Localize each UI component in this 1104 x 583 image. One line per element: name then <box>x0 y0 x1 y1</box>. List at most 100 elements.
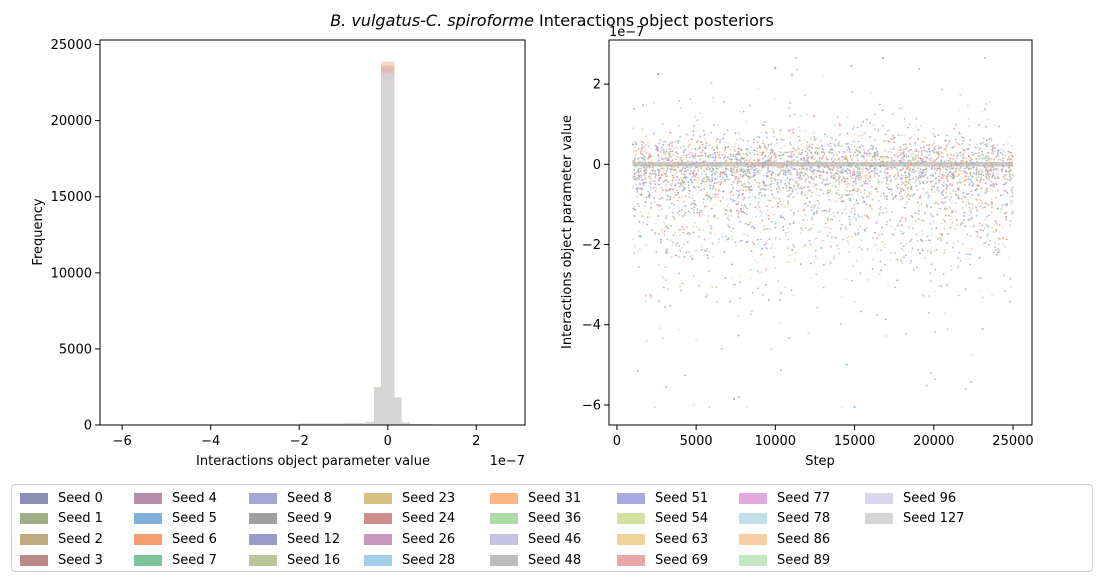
trace-point <box>947 233 949 235</box>
legend-item: Seed 23 <box>364 489 455 507</box>
trace-point <box>767 166 769 169</box>
trace-point <box>789 223 792 226</box>
trace-point <box>982 137 985 140</box>
legend-label: Seed 0 <box>58 490 103 506</box>
trace-point <box>666 159 669 161</box>
trace-point <box>723 153 726 156</box>
trace-point <box>666 190 668 193</box>
trace-point <box>945 191 947 194</box>
trace-point <box>935 151 938 154</box>
trace-point <box>721 138 724 141</box>
trace-point <box>707 177 710 180</box>
trace-point <box>815 212 818 215</box>
trace-point <box>889 148 892 151</box>
trace-point <box>984 173 987 176</box>
trace-point <box>731 155 734 158</box>
trace-density-band <box>632 162 1013 167</box>
trace-point <box>909 163 912 166</box>
trace-point <box>986 144 989 146</box>
trace-point <box>883 246 886 249</box>
trace-point <box>966 172 968 175</box>
trace-point <box>896 258 899 261</box>
legend-swatch <box>739 492 767 504</box>
trace-point <box>896 224 899 227</box>
trace-point <box>672 174 674 177</box>
trace-point <box>874 128 876 131</box>
trace-point <box>912 269 915 271</box>
trace-point <box>859 152 862 155</box>
trace-point <box>848 163 850 166</box>
histogram-bar <box>299 423 344 425</box>
histogram-bars <box>122 61 521 426</box>
trace-point <box>958 173 961 176</box>
trace-point <box>747 189 750 191</box>
trace-point <box>982 229 985 232</box>
trace-point <box>920 151 923 154</box>
trace-point <box>664 153 667 156</box>
trace-point <box>731 183 733 186</box>
legend-label: Seed 63 <box>655 531 709 547</box>
trace-point <box>747 177 749 180</box>
trace-point <box>949 161 952 164</box>
trace-point <box>640 148 643 151</box>
trace-point <box>823 145 826 148</box>
trace-point <box>828 209 831 212</box>
trace-point <box>716 145 718 147</box>
trace-point <box>851 184 854 187</box>
trace-point <box>908 178 911 181</box>
trace-point <box>883 164 885 166</box>
trace-point <box>724 146 727 149</box>
trace-point <box>797 146 799 148</box>
trace-point <box>902 249 905 252</box>
trace-point <box>726 198 728 200</box>
trace-point <box>701 151 704 153</box>
trace-point <box>646 169 648 172</box>
trace-point <box>928 154 930 156</box>
trace-point <box>752 174 755 177</box>
trace-point <box>972 163 975 166</box>
trace-point <box>699 145 701 148</box>
trace-point <box>748 161 751 164</box>
trace-point <box>657 73 660 76</box>
trace-point <box>856 146 859 149</box>
trace-point <box>649 296 651 299</box>
trace-point <box>788 189 790 192</box>
trace-point <box>780 179 782 182</box>
trace-point <box>798 187 801 190</box>
trace-point <box>778 197 781 200</box>
trace-point <box>825 210 828 212</box>
trace-point <box>725 235 727 238</box>
trace-point <box>970 248 973 250</box>
trace-point <box>930 168 932 170</box>
trace-point <box>955 190 957 193</box>
trace-point <box>677 214 680 216</box>
trace-point <box>820 174 822 177</box>
trace-point <box>804 194 807 197</box>
trace-point <box>687 233 690 236</box>
trace-point <box>696 211 699 214</box>
trace-point <box>994 177 996 180</box>
trace-point <box>786 177 789 179</box>
trace-point <box>746 207 749 210</box>
trace-point <box>750 250 753 253</box>
trace-point <box>958 144 961 147</box>
trace-point <box>994 245 997 248</box>
trace-point <box>680 184 682 186</box>
trace-point <box>1001 204 1004 207</box>
trace-point <box>905 147 908 149</box>
trace-point <box>748 223 750 226</box>
trace-point <box>868 168 870 171</box>
trace-point <box>919 180 921 182</box>
trace-point <box>744 149 747 152</box>
trace-point <box>705 162 708 164</box>
trace-point <box>955 162 957 165</box>
trace-point <box>862 180 865 183</box>
trace-point <box>691 101 693 104</box>
trace-point <box>1011 199 1014 202</box>
trace-point <box>692 130 695 133</box>
trace-point <box>931 233 934 236</box>
trace-point <box>798 183 800 186</box>
trace-point <box>996 162 999 165</box>
trace-point <box>918 162 921 165</box>
trace-point <box>961 143 964 145</box>
